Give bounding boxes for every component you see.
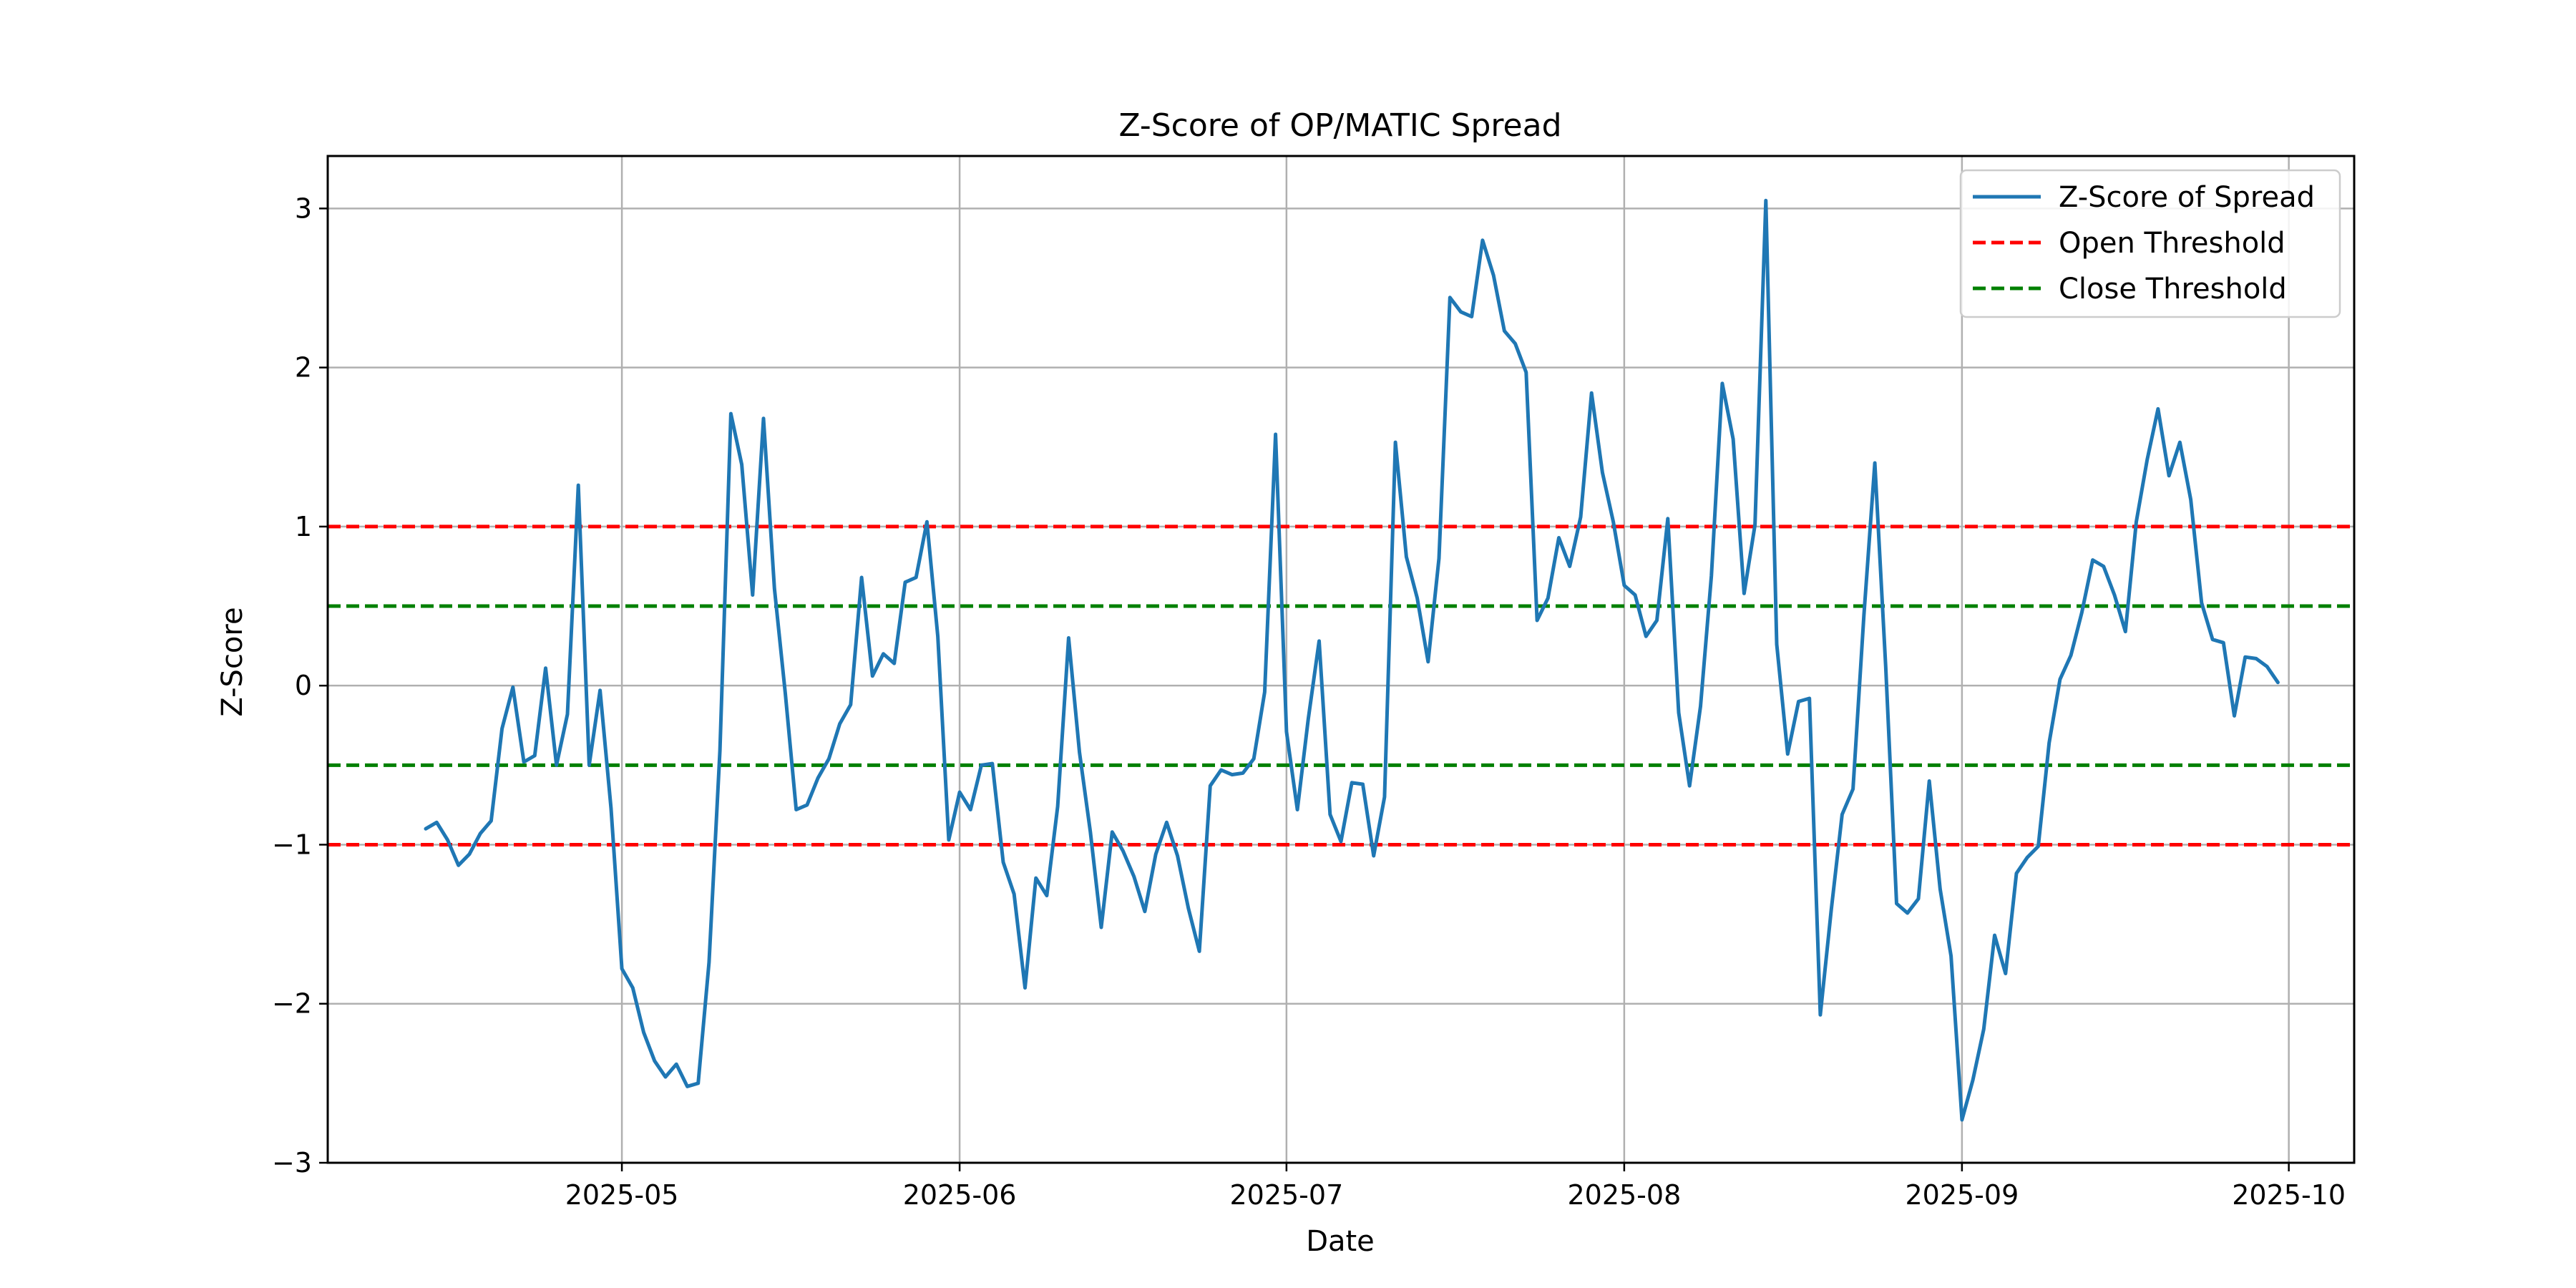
x-tick-label: 2025-05 (565, 1179, 679, 1211)
y-tick-label: −2 (272, 988, 312, 1020)
legend: Z-Score of Spread Open Threshold Close T… (1959, 169, 2341, 318)
tick-layer: 2025-05 2025-06 2025-07 2025-08 2025-09 2025-… (272, 192, 2346, 1211)
x-axis-label: Date (1306, 1225, 1375, 1258)
legend-label-open-threshold: Open Threshold (2059, 227, 2285, 260)
series-layer (424, 198, 2280, 1122)
x-tick-label: 2025-10 (2232, 1179, 2346, 1211)
x-tick-label: 2025-08 (1567, 1179, 1681, 1211)
legend-label-spread: Z-Score of Spread (2059, 181, 2315, 214)
y-tick-label: 2 (295, 352, 312, 384)
y-tick-label: 1 (295, 511, 312, 542)
x-tick-label: 2025-07 (1229, 1179, 1343, 1211)
y-tick-label: 0 (295, 670, 312, 701)
y-tick-label: 3 (295, 192, 312, 224)
zscore-series-line (424, 198, 2280, 1122)
legend-label-close-threshold: Close Threshold (2059, 273, 2287, 306)
y-tick-label: −3 (272, 1147, 312, 1179)
y-axis-label: Z-Score (216, 607, 249, 716)
x-tick-label: 2025-06 (903, 1179, 1017, 1211)
chart-title: Z-Score of OP/MATIC Spread (1118, 107, 1561, 144)
y-tick-label: −1 (272, 829, 312, 860)
legend-box (1959, 169, 2341, 318)
threshold-lines (328, 525, 2354, 847)
x-tick-label: 2025-09 (1905, 1179, 2019, 1211)
plot-frame (326, 155, 2356, 1164)
